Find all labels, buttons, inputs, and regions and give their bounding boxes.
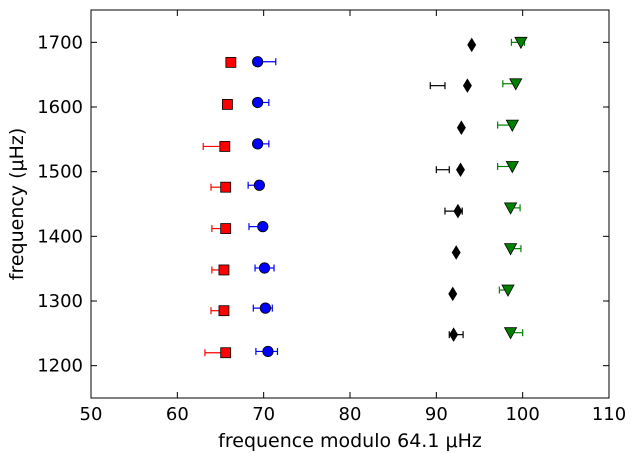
data-point-circle: [257, 221, 269, 233]
data-point-triangle: [501, 284, 515, 297]
data-point-circle: [259, 302, 271, 314]
data-point-diamond: [448, 286, 458, 302]
data-point-triangle: [509, 78, 523, 91]
data-point-triangle: [503, 202, 518, 215]
data-point-diamond: [456, 120, 466, 135]
y-tick-label: 1500: [37, 162, 83, 183]
data-point-diamond: [456, 162, 465, 177]
x-tick-label: 80: [339, 404, 362, 425]
data-point-circle: [252, 96, 264, 109]
y-tick-label: 1700: [37, 32, 83, 53]
data-point-triangle: [503, 327, 518, 340]
data-point-square: [218, 305, 230, 317]
data-point-circle: [258, 262, 271, 274]
axes-frame: [90, 9, 610, 399]
y-axis-ticks: 1200 1300 1400 1500 1600 1700: [37, 32, 609, 377]
data-point-square: [218, 264, 230, 276]
data-point-diamond: [453, 203, 463, 219]
data-point-circle: [253, 179, 265, 191]
data-point-square: [222, 99, 233, 110]
y-tick-label: 1400: [37, 226, 83, 247]
data-point-diamond: [451, 245, 461, 260]
data-point-triangle: [505, 119, 519, 132]
data-point-triangle: [503, 243, 518, 256]
data-point-triangle: [514, 36, 528, 50]
x-tick-label: 50: [80, 404, 103, 425]
data-point-square: [225, 56, 237, 68]
data-point-square: [220, 223, 232, 234]
data-point-diamond: [449, 327, 459, 342]
x-axis-label: frequence modulo 64.1 μHz: [218, 430, 482, 452]
x-tick-label: 90: [425, 404, 448, 425]
data-point-triangle: [505, 161, 519, 174]
data-point-circle: [252, 56, 264, 68]
x-axis-ticks: 50 60 70 80 90 100 110: [80, 10, 626, 425]
data-point-circle: [262, 345, 274, 358]
data-point-circle: [252, 138, 264, 150]
plot-area: [202, 36, 528, 359]
data-point-diamond: [467, 37, 477, 53]
data-point-square: [220, 181, 232, 193]
y-tick-label: 1300: [37, 291, 83, 312]
data-point-diamond: [462, 78, 472, 93]
y-axis-label: frequency (μHz): [6, 128, 28, 281]
x-tick-label: 100: [505, 404, 539, 425]
data-point-square: [219, 141, 231, 152]
data-point-square: [220, 347, 232, 359]
y-tick-label: 1200: [37, 356, 83, 377]
x-tick-label: 60: [166, 404, 189, 425]
x-tick-label: 110: [592, 404, 626, 425]
y-tick-label: 1600: [37, 97, 83, 118]
x-tick-label: 70: [252, 404, 275, 425]
